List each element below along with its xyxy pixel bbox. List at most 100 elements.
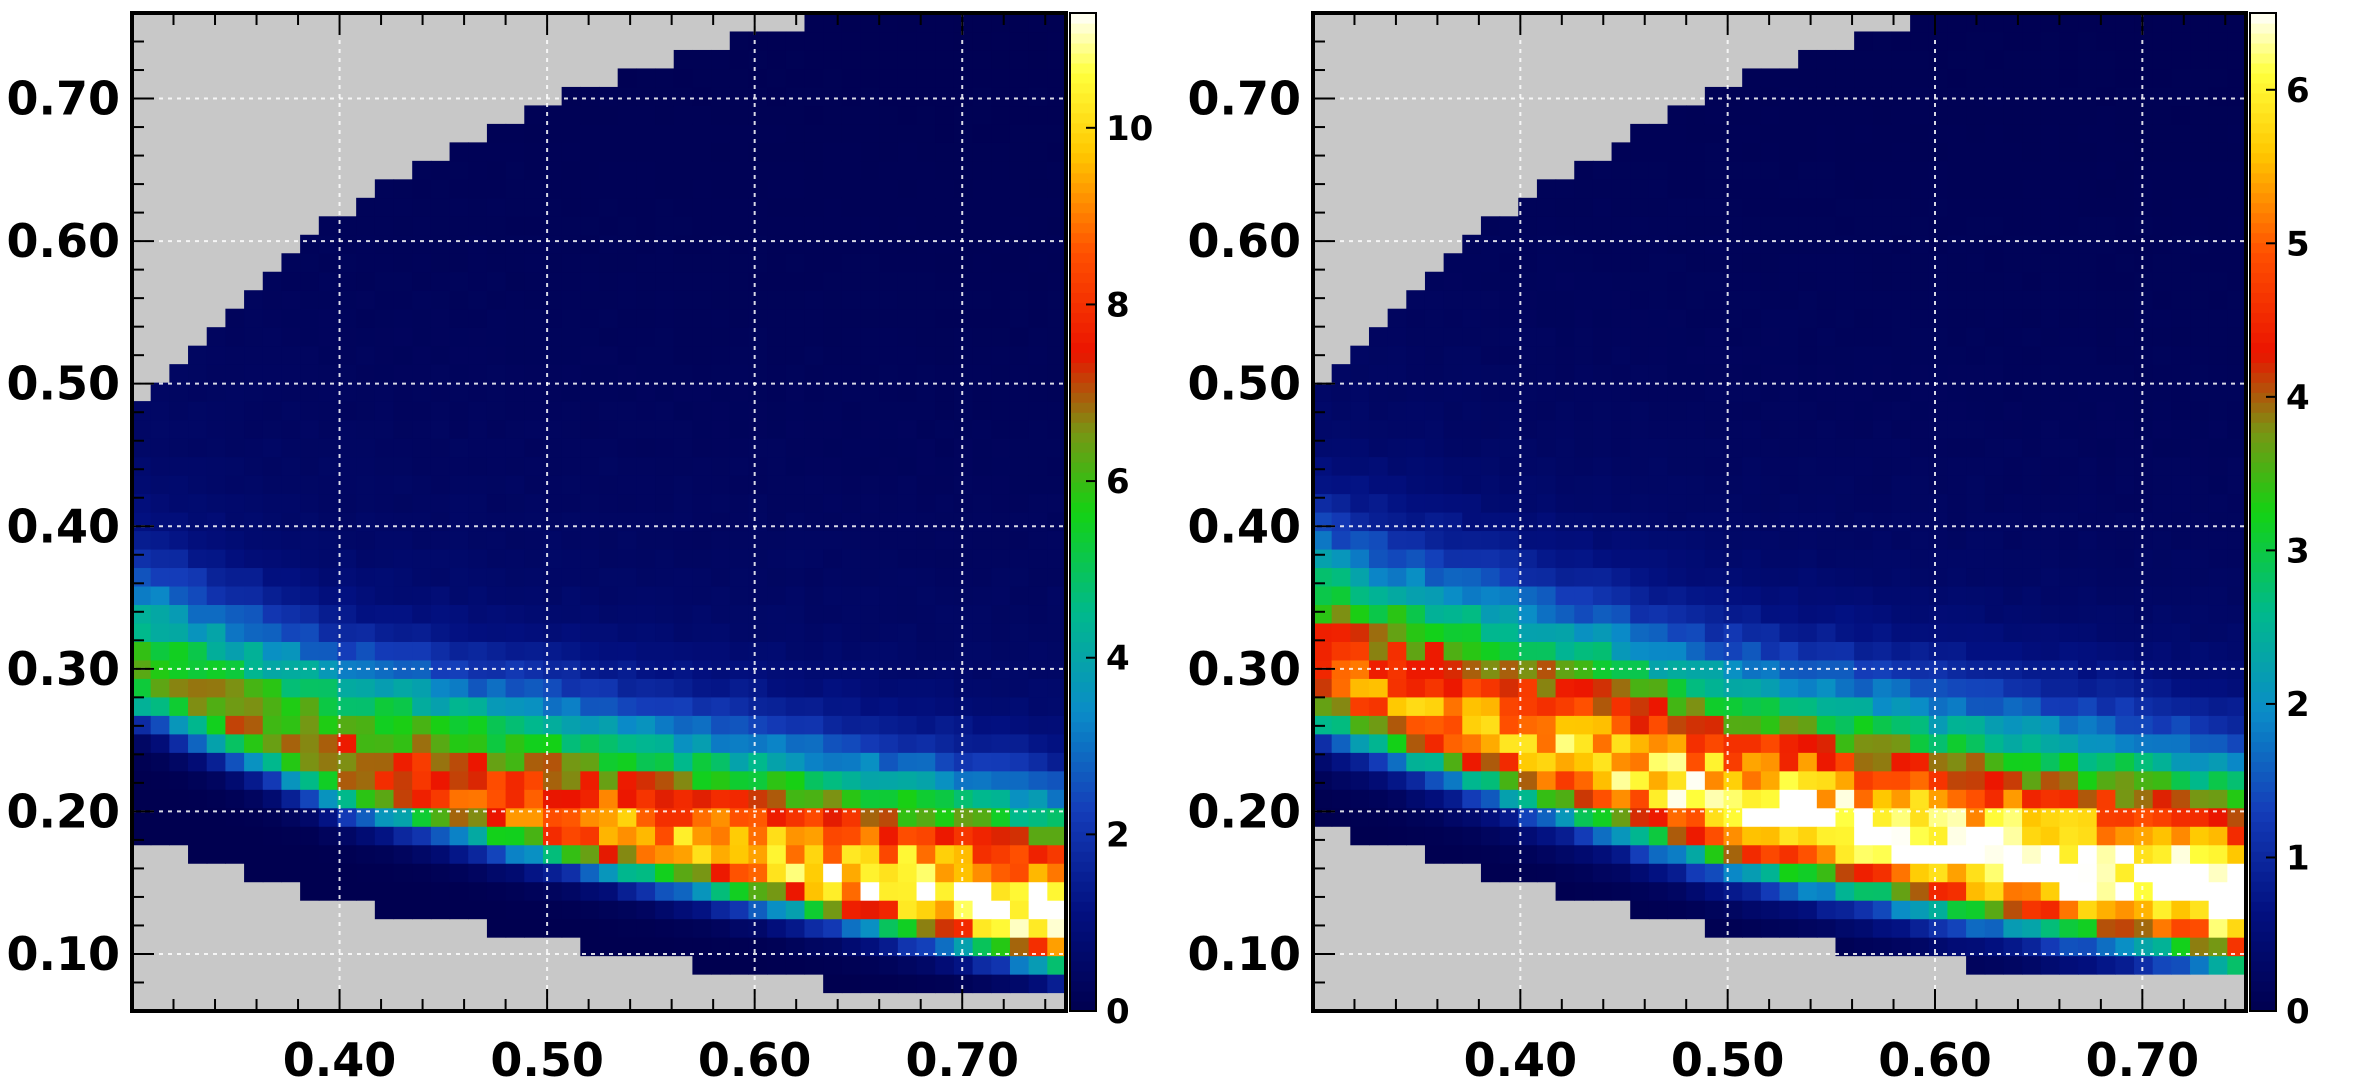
heatmap-cell [1742,179,1762,199]
heatmap-cell [916,105,936,125]
colorbar-segment [1070,551,1096,563]
heatmap-cell [1028,345,1048,365]
heatmap-cell [1854,271,1874,291]
heatmap-cell [1592,696,1613,716]
heatmap-cell [2003,290,2023,310]
heatmap-cell [1009,419,1030,439]
heatmap-cell [2078,456,2098,476]
heatmap-cell [1611,179,1631,199]
heatmap-cell [188,807,208,827]
heatmap-cell [2190,548,2210,569]
heatmap-cell [935,271,955,291]
heatmap-cell [711,955,731,975]
heatmap-cell [1760,585,1781,606]
heatmap-cell [2115,937,2135,957]
heatmap-cell [879,974,899,994]
heatmap-cell [879,770,899,790]
heatmap-cell [897,49,918,70]
heatmap-cell [711,900,731,920]
heatmap-cell [393,216,413,236]
heatmap-cell [2190,530,2210,550]
heatmap-cell [505,678,525,698]
heatmap-cell [916,475,936,495]
heatmap-cell [1611,142,1631,162]
heatmap-cell [505,659,525,679]
heatmap-cell [748,530,768,550]
heatmap-cell [1686,364,1706,384]
colorbar-segment [1070,112,1096,124]
heatmap-cell [711,271,731,291]
colorbar-segment [1070,881,1096,892]
heatmap-cell [2227,31,2247,51]
heatmap-cell [337,530,357,550]
heatmap-cell [1891,382,1911,402]
heatmap-cell [1047,807,1067,827]
colorbar-segment [1070,701,1096,713]
heatmap-cell [1009,585,1030,606]
heatmap-cell [2078,234,2098,254]
heatmap-cell [337,290,357,310]
heatmap-cell [412,364,432,384]
heatmap-cell [2096,475,2116,495]
heatmap-cell [1480,419,1501,439]
heatmap-cell [1872,512,1893,532]
heatmap-cell [1704,234,1725,254]
heatmap-cell [1891,345,1911,365]
heatmap-cell [655,512,675,532]
heatmap-cell [599,401,619,421]
heatmap-cell [1028,807,1048,827]
heatmap-cell [2059,955,2079,975]
heatmap-cell [1028,844,1048,864]
heatmap-cell [1047,733,1067,753]
colorbar-segment [2250,691,2276,703]
heatmap-cell [673,271,693,291]
heatmap-cell [2040,641,2060,661]
heatmap-cell [655,548,675,569]
heatmap-cell [1816,881,1837,901]
colorbar-frame [1069,12,1097,1012]
heatmap-cell [748,179,768,199]
heatmap-cell [1406,715,1426,735]
heatmap-cell [655,696,675,716]
heatmap-cell [2096,438,2116,458]
heatmap-cell [561,123,581,143]
heatmap-cell [916,179,936,199]
heatmap-cell [972,345,992,365]
colorbar-segment [2250,162,2276,174]
heatmap-cell [804,530,824,550]
heatmap-cell [1798,807,1818,827]
heatmap-cell [1443,475,1463,495]
colorbar-segment [1070,911,1096,922]
heatmap-cell [356,530,376,550]
heatmap-cell [1966,419,1986,439]
heatmap-cell [318,345,339,365]
colorbar-segment [1070,472,1096,483]
heatmap-cell [1723,345,1743,365]
heatmap-cell [2115,752,2135,772]
heatmap-cell [1350,789,1370,809]
heatmap-cell [580,142,600,162]
heatmap-cell [1947,567,1967,587]
heatmap-cell [1928,179,1949,199]
heatmap-cell [1313,641,1333,661]
heatmap-cell [860,826,880,846]
heatmap-cell [692,197,712,217]
heatmap-cell [767,401,787,421]
heatmap-cell [1313,733,1333,753]
heatmap-cell [244,641,264,661]
heatmap-cell [393,493,413,513]
heatmap-cell [1028,548,1048,569]
heatmap-cell [1387,364,1407,384]
heatmap-cell [1854,937,1874,957]
heatmap-cell [1630,438,1650,458]
heatmap-cell [2115,548,2135,569]
heatmap-cell [1499,826,1519,846]
heatmap-cell [169,826,189,846]
heatmap-cell [505,548,525,569]
heatmap-cell [2059,234,2079,254]
heatmap-cell [1966,696,1986,716]
heatmap-cell [542,733,563,753]
heatmap-cell [991,142,1011,162]
heatmap-cell [1723,844,1743,864]
heatmap-cell [1686,881,1706,901]
